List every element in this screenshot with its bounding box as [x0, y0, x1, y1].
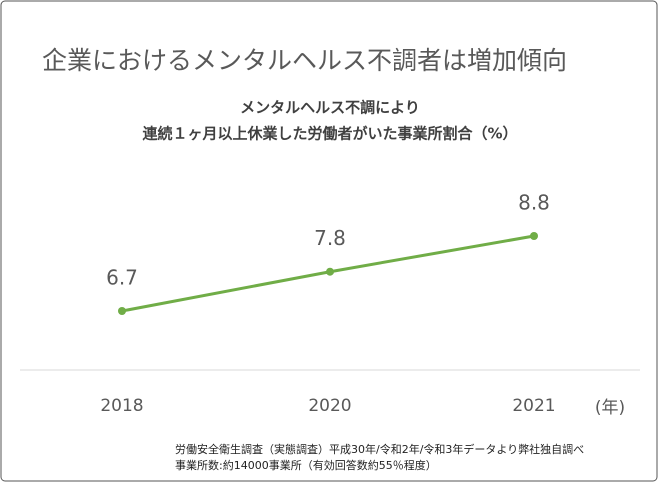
x-tick-label: 2021 [512, 396, 555, 416]
data-label: 6.7 [106, 266, 138, 290]
data-point [530, 232, 538, 240]
data-point [326, 267, 334, 276]
subtitle: 連続１ヶ月以上休業した労働者がいた事業所割合（%） [142, 125, 517, 143]
x-tick-label: 2018 [100, 396, 143, 416]
subtitle: メンタルヘルス不調により [240, 99, 420, 117]
x-tick-label: 2020 [308, 396, 351, 416]
footnote: 労働安全衛生調査（実態調査）平成30年/令和2年/令和3年データより弊社独自調べ [175, 442, 584, 456]
x-axis-label: (年) [595, 398, 625, 418]
chart-title: 企業におけるメンタルヘルス不調者は増加傾向 [42, 46, 567, 75]
data-point [118, 307, 126, 315]
data-label: 8.8 [518, 191, 550, 215]
data-label: 7.8 [314, 226, 346, 250]
footnote: 事業所数:約14000事業所（有効回答数約55％程度） [175, 458, 437, 472]
